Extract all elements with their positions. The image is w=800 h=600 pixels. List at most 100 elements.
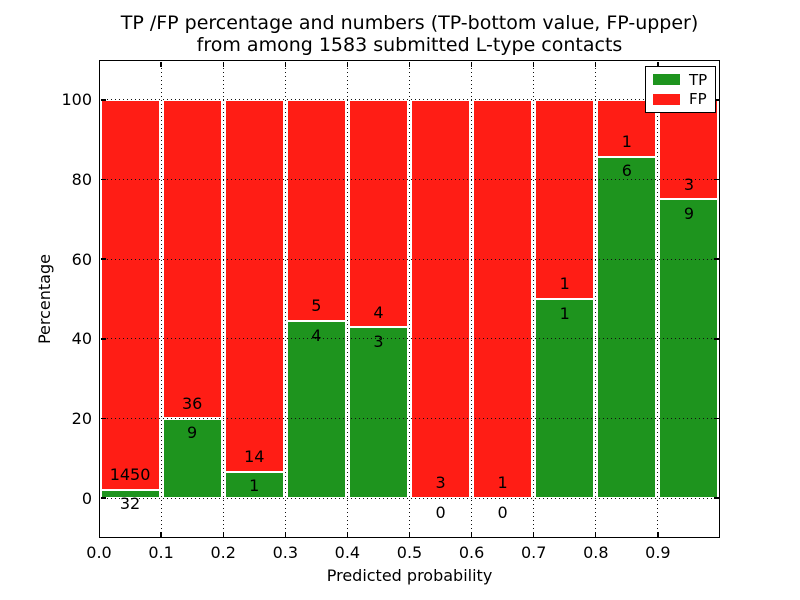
bar-fp-count-label: 1 (621, 132, 632, 152)
chart-title: TP /FP percentage and numbers (TP-bottom… (99, 12, 720, 56)
y-tick-label: 80 (71, 170, 92, 189)
bar-fp-segment (659, 99, 719, 200)
gridline-v (160, 60, 162, 538)
x-tick-label: 0.2 (210, 543, 236, 562)
x-tick-top (346, 61, 349, 67)
bar-fp-count-label: 3 (435, 473, 446, 493)
bar-fp-segment (348, 99, 408, 328)
bar-fp-count-label: 4 (373, 302, 384, 322)
x-tick-label: 0.8 (583, 543, 609, 562)
bar-fp-count-label: 1 (559, 274, 570, 294)
y-tick-right (713, 99, 719, 101)
fp-color-swatch (653, 93, 680, 105)
x-tick-bottom (533, 531, 535, 537)
x-tick-top (408, 61, 411, 67)
bar-tp-count-label: 9 (683, 204, 695, 224)
gridline-v (222, 60, 224, 538)
gridline-v (595, 60, 597, 538)
bar-fp-segment (286, 99, 346, 322)
bar-tp-count-label: 3 (373, 332, 384, 352)
y-tick-left (100, 497, 106, 499)
legend-label-tp: TP (689, 70, 708, 89)
x-tick-bottom (346, 531, 349, 537)
x-tick-label: 0.1 (148, 543, 174, 562)
bar-tp-count-label: 1 (559, 303, 570, 323)
y-tick-label: 60 (71, 249, 92, 269)
y-tick-right (713, 258, 719, 260)
x-tick-bottom (222, 531, 224, 537)
x-tick-top (160, 61, 162, 67)
x-tick-top (595, 61, 597, 67)
y-tick-right (713, 178, 719, 181)
x-tick-label: 0.4 (334, 543, 361, 562)
tp-color-swatch (653, 74, 680, 86)
bar-tp-segment (535, 299, 595, 499)
bar-fp-segment (224, 99, 284, 472)
gridline-v (409, 60, 410, 538)
x-tick-bottom (284, 531, 286, 537)
x-tick-top (222, 61, 224, 67)
x-tick-label: 0.7 (520, 543, 547, 562)
x-tick-bottom (160, 531, 162, 537)
y-tick-left (100, 258, 106, 260)
x-tick-label: 0.6 (458, 543, 485, 562)
gridline-v (346, 60, 348, 538)
y-tick-label: 40 (71, 329, 92, 349)
x-tick-label: 0.9 (645, 543, 671, 562)
bar-tp-count-label: 6 (621, 161, 632, 181)
x-tick-top (657, 61, 659, 67)
y-tick-left (100, 178, 106, 181)
x-tick-bottom (657, 531, 659, 537)
bar-fp-segment (473, 99, 533, 499)
chart-title-line2: from among 1583 submitted L-type contact… (196, 34, 623, 56)
gridline-v (471, 60, 473, 538)
legend-label-fp: FP (689, 90, 707, 109)
bar-tp-segment (286, 321, 346, 499)
bar-tp-count-label: 1 (249, 476, 260, 496)
gridline-v (284, 60, 286, 538)
y-tick-left (100, 417, 106, 420)
x-tick-bottom (408, 531, 411, 537)
bar-tp-count-label: 32 (119, 494, 141, 514)
y-tick-label: 100 (61, 90, 92, 110)
bar-fp-segment (535, 99, 595, 299)
x-tick-bottom (595, 531, 597, 537)
bar-tp-count-label: 0 (497, 502, 508, 522)
bar-fp-count-label: 3 (683, 174, 695, 194)
legend-item-fp: FP (653, 90, 708, 108)
y-tick-label: 20 (71, 409, 92, 428)
legend-item-tp: TP (653, 71, 708, 89)
chart-title-line1: TP /FP percentage and numbers (TP-bottom… (120, 12, 699, 34)
bar-fp-count-label: 14 (244, 446, 265, 466)
bar-fp-count-label: 5 (311, 296, 322, 316)
y-tick-left (100, 338, 106, 340)
x-tick-label: 0.0 (86, 543, 112, 562)
legend: TP FP (645, 66, 716, 113)
bar-fp-count-label: 1450 (109, 464, 151, 484)
x-tick-top (533, 61, 535, 67)
bar-tp-segment (224, 471, 284, 499)
bar-tp-count-label: 9 (187, 423, 198, 443)
x-tick-top (284, 61, 286, 67)
x-tick-bottom (470, 531, 473, 537)
y-tick-right (713, 497, 719, 499)
y-tick-right (713, 417, 719, 420)
bar-tp-count-label: 0 (435, 502, 446, 522)
bar-tp-segment (659, 199, 719, 499)
gridline-v (657, 60, 659, 538)
bar-fp-count-label: 36 (181, 393, 203, 413)
bar-tp-count-label: 4 (311, 325, 322, 345)
y-tick-label: 0 (81, 488, 92, 508)
bar-fp-count-label: 1 (497, 473, 508, 493)
x-tick-top (470, 61, 473, 67)
y-tick-left (100, 99, 106, 101)
bar-fp-segment (100, 99, 160, 490)
y-axis-label: Percentage (34, 253, 54, 344)
bar-fp-segment (411, 99, 471, 499)
y-tick-right (713, 338, 719, 340)
x-axis-label: Predicted probability (326, 566, 493, 585)
x-tick-label: 0.5 (396, 543, 423, 562)
bar-tp-segment (597, 156, 657, 499)
